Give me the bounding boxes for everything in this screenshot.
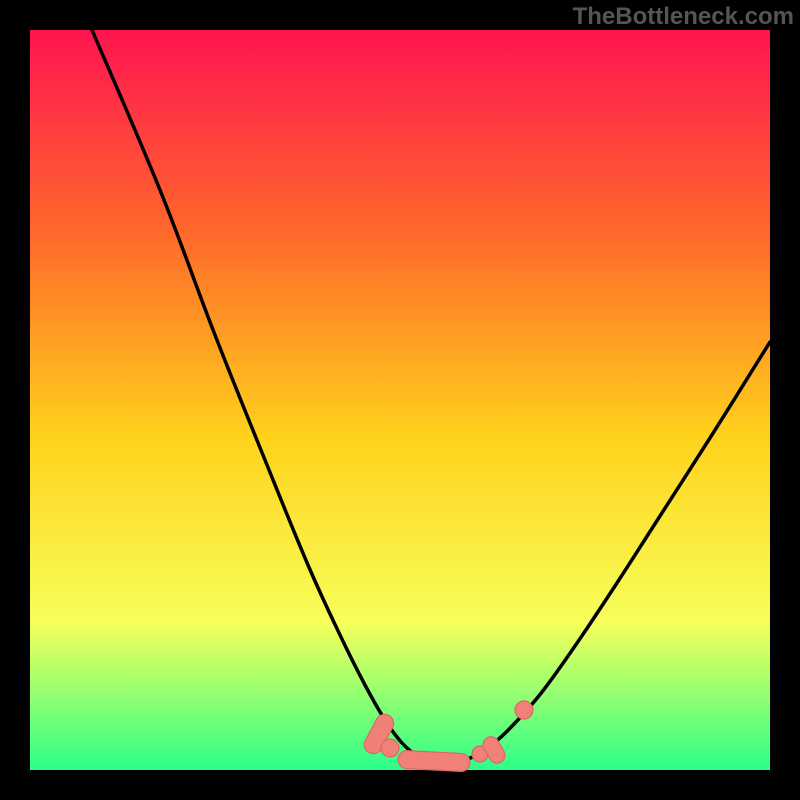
bottleneck-curve <box>92 30 770 763</box>
bottom-marker <box>381 739 399 757</box>
plot-area <box>30 30 770 770</box>
chart-svg <box>30 30 770 770</box>
chart-frame: TheBottleneck.com <box>0 0 800 800</box>
bottom-markers-group <box>361 701 533 772</box>
bottom-marker <box>515 701 533 719</box>
watermark-text: TheBottleneck.com <box>573 3 794 31</box>
bottom-marker <box>398 750 471 772</box>
